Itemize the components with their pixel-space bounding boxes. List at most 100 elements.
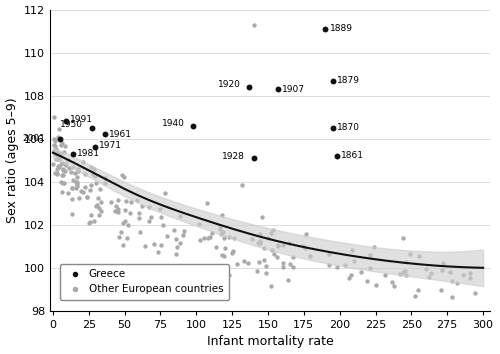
Point (96, 209, 104, 214)
Text: 1961: 1961 (109, 130, 132, 139)
Point (190, 123, 198, 129)
Point (88, 164, 96, 170)
Point (72, 179, 80, 185)
Text: 1861: 1861 (341, 152, 364, 160)
Legend: Greece, Other European countries: Greece, Other European countries (60, 264, 228, 299)
Point (332, 264, 340, 270)
Point (148, 214, 156, 220)
Point (90, 144, 98, 150)
Point (118, 220, 126, 225)
Point (438, 267, 446, 273)
Point (324, 251, 332, 257)
Point (299, 243, 307, 249)
Point (58, 167, 66, 173)
Point (80, 184, 88, 190)
Point (396, 271, 404, 277)
Point (60, 149, 68, 155)
Point (466, 270, 474, 275)
Point (285, 240, 293, 246)
Point (54, 170, 62, 176)
Point (64, 158, 72, 163)
Point (290, 255, 298, 260)
Point (60, 180, 68, 185)
Point (52, 152, 60, 157)
Point (400, 270, 407, 275)
Point (267, 230, 275, 235)
Point (350, 258, 358, 264)
Text: 1991: 1991 (70, 115, 93, 124)
Point (80, 172, 88, 177)
Point (262, 270, 270, 275)
Point (382, 272, 390, 278)
Point (150, 241, 158, 247)
Point (218, 231, 226, 237)
Point (244, 260, 252, 266)
Point (322, 26, 330, 32)
Point (142, 243, 150, 249)
Point (362, 278, 370, 284)
Text: 1981: 1981 (78, 149, 100, 158)
Point (118, 172, 126, 178)
Point (58, 160, 66, 166)
Point (348, 247, 356, 253)
Point (54, 150, 62, 156)
Text: 1971: 1971 (99, 141, 122, 150)
Point (58, 189, 66, 195)
Point (158, 214, 166, 219)
Point (388, 279, 396, 285)
Point (196, 237, 204, 243)
Point (402, 259, 410, 265)
Point (273, 255, 281, 260)
Point (256, 238, 264, 244)
Point (58, 150, 66, 156)
Point (437, 287, 445, 292)
Point (123, 235, 131, 241)
Text: 1940: 1940 (162, 119, 185, 128)
Point (135, 215, 143, 221)
Point (52, 146, 60, 152)
Point (156, 206, 164, 212)
Point (212, 244, 220, 250)
Point (90, 166, 98, 172)
Point (57, 161, 65, 167)
Point (172, 236, 180, 241)
Point (86, 220, 94, 226)
Point (289, 264, 297, 269)
Point (258, 215, 266, 220)
Point (260, 246, 268, 251)
Text: 1870: 1870 (337, 124, 360, 132)
Point (414, 287, 422, 293)
Point (53, 153, 61, 158)
Point (220, 245, 228, 251)
Point (58, 140, 66, 146)
Point (204, 235, 212, 240)
Point (328, 125, 336, 131)
Point (74, 166, 82, 172)
Point (118, 242, 126, 248)
Point (54, 163, 62, 169)
Point (92, 180, 100, 186)
Point (51, 149, 59, 155)
Point (216, 223, 224, 229)
Point (111, 208, 119, 214)
Point (50, 148, 58, 154)
Point (256, 239, 264, 245)
Point (64, 165, 72, 171)
Point (163, 234, 171, 239)
Text: 1928: 1928 (222, 153, 245, 161)
Point (87, 212, 95, 218)
Point (250, 155, 258, 161)
Point (470, 290, 478, 296)
Point (94, 195, 102, 201)
Point (101, 181, 109, 186)
Point (347, 272, 355, 278)
Point (274, 86, 282, 92)
Point (96, 199, 104, 205)
Point (94, 212, 102, 218)
Point (64, 190, 72, 195)
Point (340, 262, 348, 268)
Point (124, 222, 132, 228)
Point (68, 185, 76, 190)
Point (122, 218, 130, 224)
Point (154, 249, 162, 255)
